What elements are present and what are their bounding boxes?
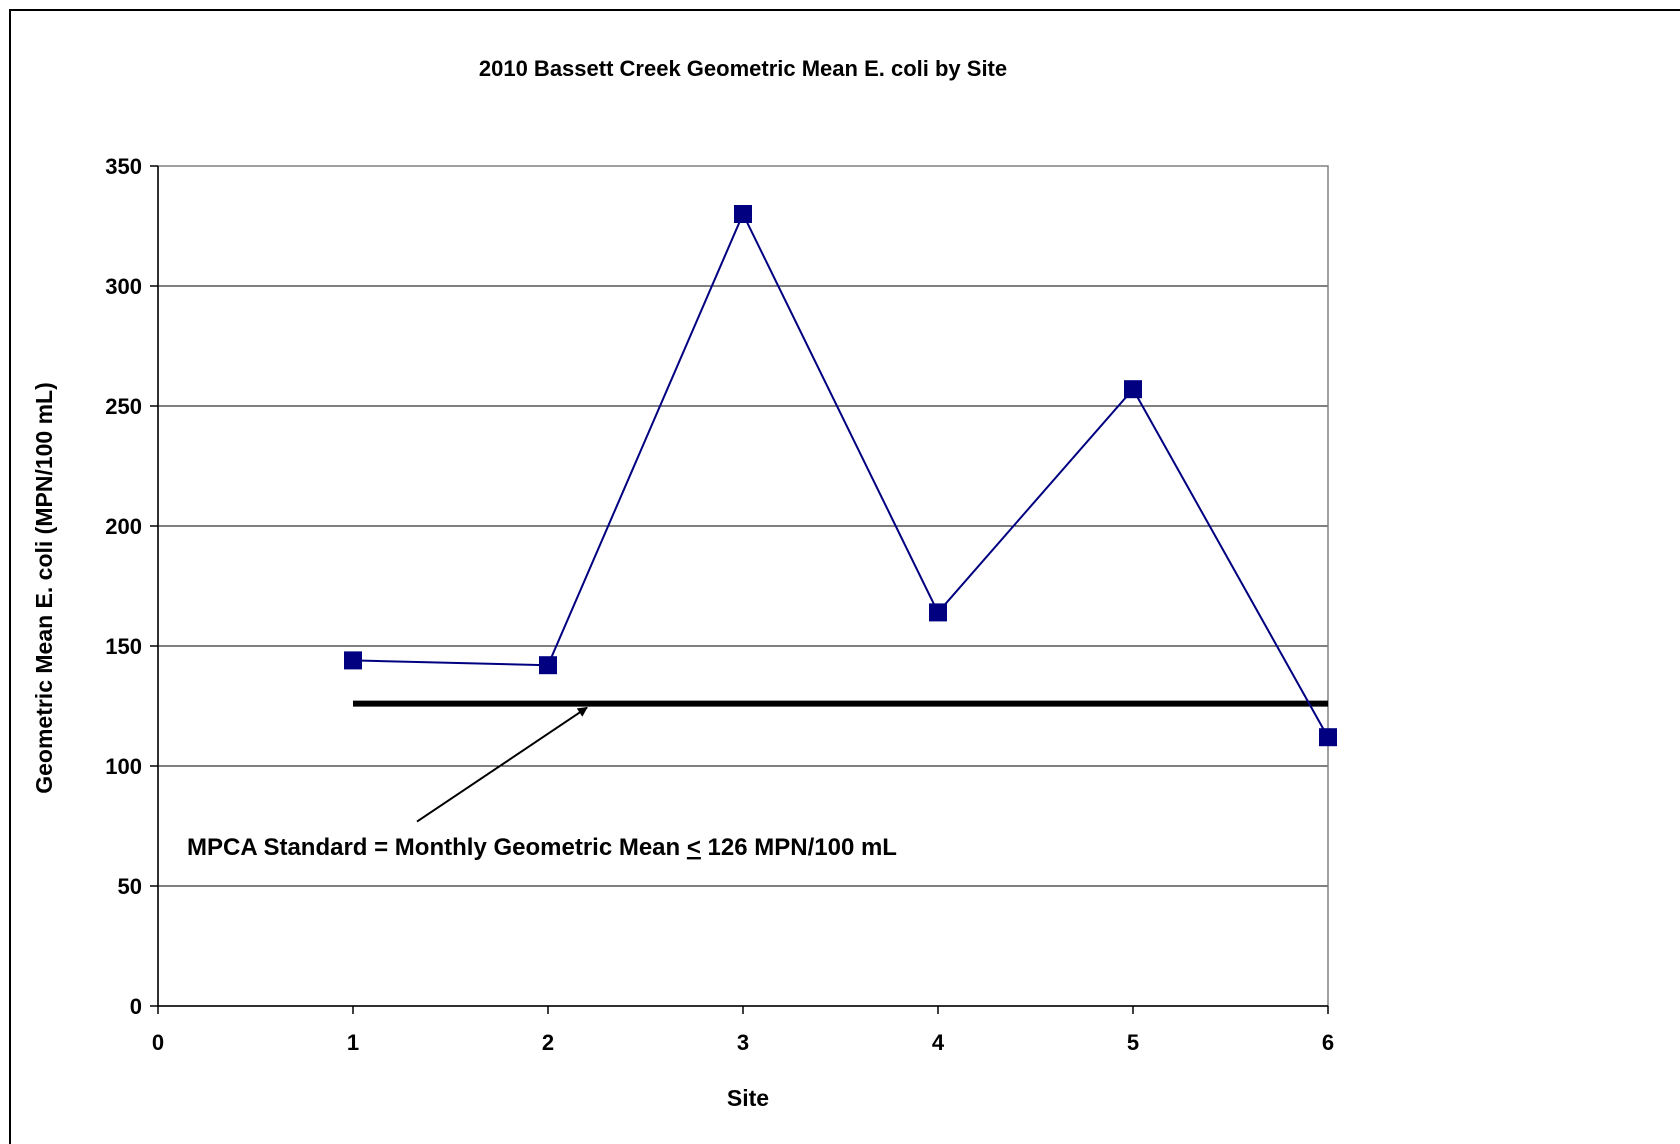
x-tick-label-4: 4 bbox=[932, 1030, 945, 1055]
data-point-site-4 bbox=[929, 603, 947, 622]
y-tick-label-150: 150 bbox=[105, 634, 142, 659]
y-tick-label-250: 250 bbox=[105, 394, 142, 419]
y-tick-label-50: 50 bbox=[118, 874, 142, 899]
x-tick-label-0: 0 bbox=[152, 1030, 164, 1055]
x-axis-label: Site bbox=[727, 1085, 769, 1111]
data-point-site-2 bbox=[539, 656, 557, 675]
y-tick-label-0: 0 bbox=[130, 994, 142, 1019]
chart-title: 2010 Bassett Creek Geometric Mean E. col… bbox=[479, 56, 1007, 81]
x-tick-label-5: 5 bbox=[1127, 1030, 1139, 1055]
annotation-arrow bbox=[416, 706, 588, 823]
y-ticks: 0 50 100 150 200 250 300 350 bbox=[105, 154, 158, 1019]
standard-annotation: MPCA Standard = Monthly Geometric Mean <… bbox=[187, 834, 897, 861]
data-point-site-5 bbox=[1124, 380, 1142, 399]
x-tick-label-3: 3 bbox=[737, 1030, 749, 1055]
y-tick-label-200: 200 bbox=[105, 514, 142, 539]
y-tick-label-100: 100 bbox=[105, 754, 142, 779]
y-tick-label-300: 300 bbox=[105, 274, 142, 299]
annotation-text-after: 126 MPN/100 mL bbox=[701, 834, 897, 861]
data-point-site-3 bbox=[734, 205, 752, 223]
x-ticks: 0 1 2 3 4 5 6 bbox=[152, 1006, 1334, 1055]
series-ecoli bbox=[344, 205, 1337, 747]
x-tick-label-1: 1 bbox=[347, 1030, 359, 1055]
data-point-site-1 bbox=[344, 651, 362, 670]
annotation-leq-symbol: < bbox=[687, 834, 701, 861]
x-tick-label-2: 2 bbox=[542, 1030, 554, 1055]
data-point-site-6 bbox=[1319, 728, 1337, 747]
y-tick-label-350: 350 bbox=[105, 154, 142, 179]
annotation-text-before: MPCA Standard = Monthly Geometric Mean bbox=[187, 834, 687, 861]
x-tick-label-6: 6 bbox=[1322, 1030, 1334, 1055]
y-axis-label: Geometric Mean E. coli (MPN/100 mL) bbox=[31, 382, 57, 794]
series-line bbox=[352, 211, 1329, 738]
chart-border bbox=[9, 9, 1680, 1144]
